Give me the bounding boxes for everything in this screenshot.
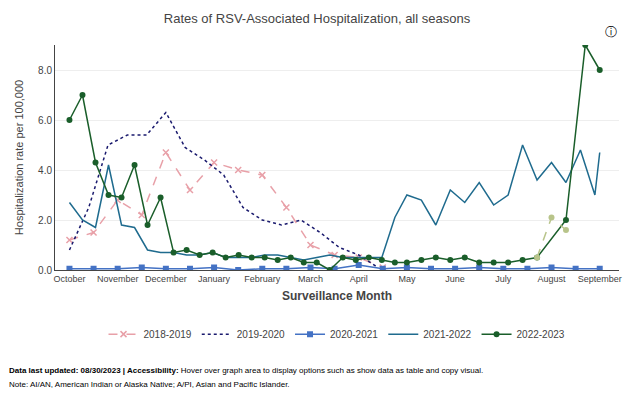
svg-text:2019-2020: 2019-2020 (237, 329, 285, 340)
svg-text:January: January (198, 274, 231, 284)
svg-text:May: May (398, 274, 416, 284)
svg-text:2021-2022: 2021-2022 (423, 329, 471, 340)
svg-text:2.0: 2.0 (38, 215, 52, 226)
svg-text:November: November (97, 274, 139, 284)
svg-text:July: July (495, 274, 512, 284)
svg-text:February: February (244, 274, 281, 284)
svg-text:2022-2023: 2022-2023 (517, 329, 565, 340)
svg-text:Rates of RSV-Associated Hospit: Rates of RSV-Associated Hospitalization,… (164, 11, 471, 26)
svg-text:6.0: 6.0 (38, 115, 52, 126)
svg-text:2018-2019: 2018-2019 (144, 329, 192, 340)
svg-text:8.0: 8.0 (38, 65, 52, 76)
svg-text:Hospitalization rate per 100,0: Hospitalization rate per 100,000 (13, 80, 25, 235)
svg-text:Note: AI/AN, American Indian o: Note: AI/AN, American Indian or Alaska N… (9, 380, 290, 389)
svg-text:Surveillance Month: Surveillance Month (282, 289, 392, 303)
svg-text:December: December (145, 274, 187, 284)
svg-text:September: September (578, 274, 622, 284)
svg-text:October: October (53, 274, 85, 284)
svg-text:4.0: 4.0 (38, 165, 52, 176)
svg-text:2020-2021: 2020-2021 (330, 329, 378, 340)
svg-text:0.0: 0.0 (38, 265, 52, 276)
svg-text:Data last updated: 08/30/2023: Data last updated: 08/30/2023 | Accessib… (9, 366, 483, 375)
svg-text:August: August (537, 274, 566, 284)
svg-text:March: March (298, 274, 323, 284)
svg-text:June: June (445, 274, 465, 284)
svg-text:ⓘ: ⓘ (605, 25, 617, 39)
svg-text:April: April (350, 274, 368, 284)
